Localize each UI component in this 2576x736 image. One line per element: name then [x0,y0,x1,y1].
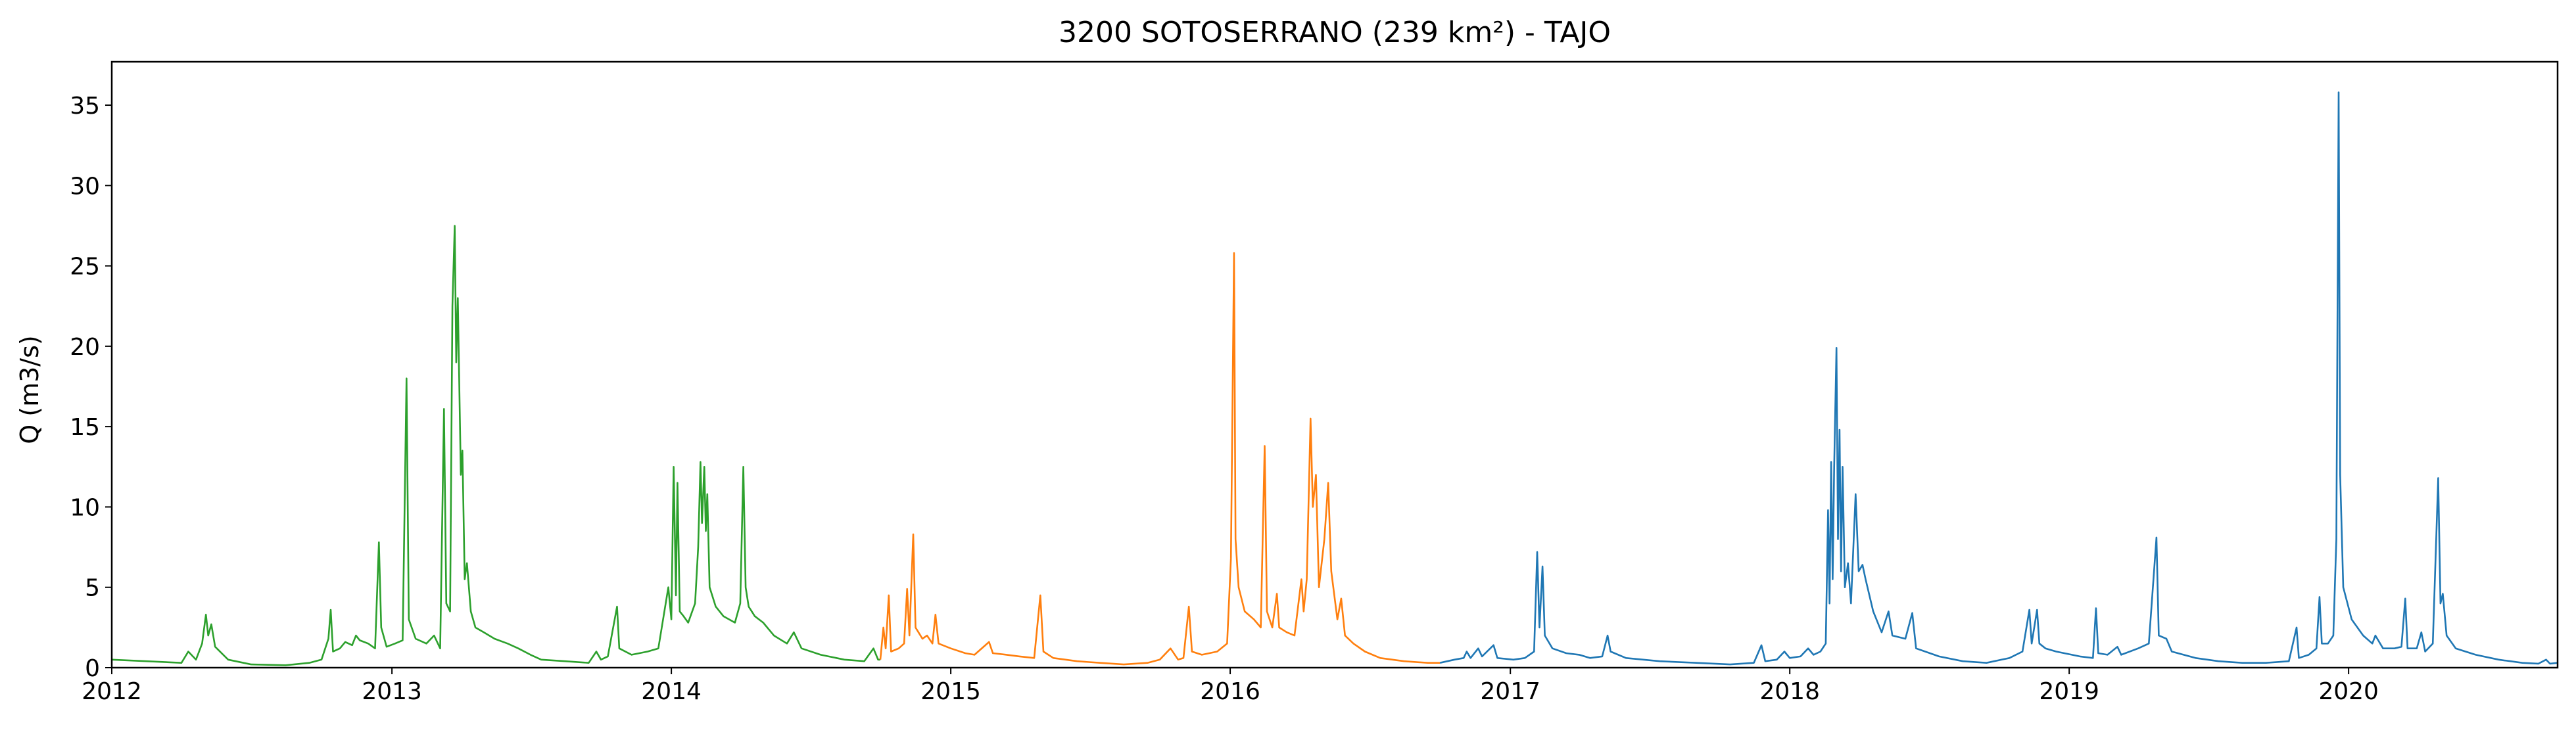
series-line-3 [1439,91,2558,666]
x-tick-label: 2012 [82,678,142,705]
y-tick-label: 35 [70,93,100,120]
series-layer [111,91,2558,666]
y-tick-label: 15 [70,414,100,441]
x-tick-label: 2015 [920,678,981,705]
x-tick-label: 2017 [1480,678,1540,705]
x-tick-label: 2013 [362,678,422,705]
x-tick-label: 2014 [641,678,702,705]
y-tick-label: 0 [85,655,100,682]
y-tick-label: 5 [85,575,100,602]
x-tick-label: 2018 [1759,678,1820,705]
y-tick-label: 10 [70,494,100,521]
x-tick-label: 2019 [2039,678,2099,705]
y-tick-label: 25 [70,254,100,281]
plot-frame [110,60,2559,669]
series-line-1 [111,225,880,666]
y-tick-label: 20 [70,334,100,361]
series-line-2 [879,252,1441,666]
x-tick-label: 2020 [2318,678,2379,705]
y-axis-label: Q (m3/s) [15,335,44,444]
x-tick-label: 2016 [1200,678,1260,705]
chart-title: 3200 SOTOSERRANO (239 km²) - TAJO [1059,16,1611,49]
tick-layer: 2012 2013 2014 2015 2016 2017 2018 2019 20200510… [70,93,2379,705]
y-tick-label: 30 [70,173,100,200]
